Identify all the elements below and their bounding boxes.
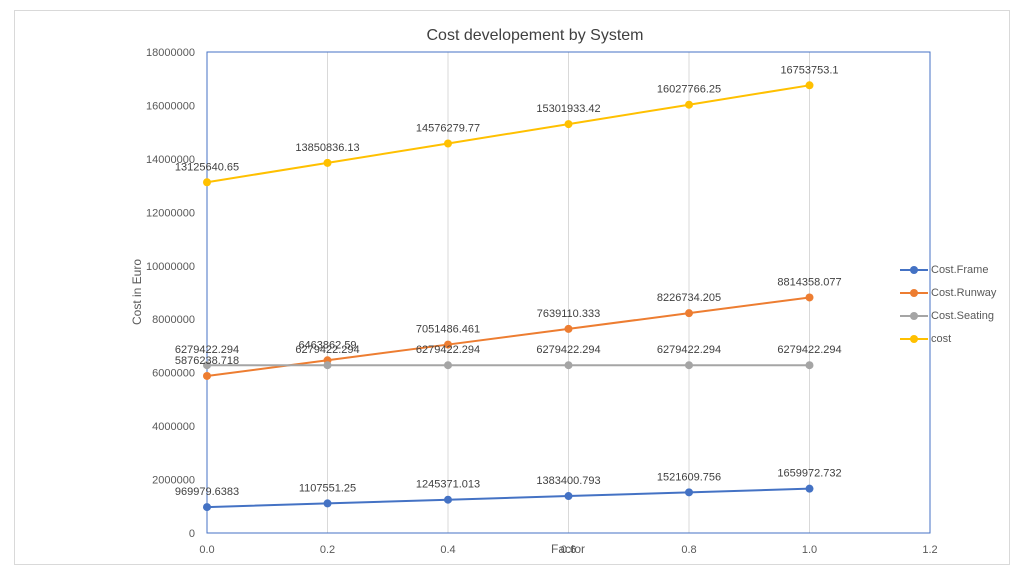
data-label: 7051486.461 xyxy=(416,324,480,336)
data-point xyxy=(203,178,211,187)
x-tick-label: 0.6 xyxy=(561,544,576,556)
data-label: 16753753.1 xyxy=(780,64,838,76)
chart-frame xyxy=(14,10,1010,565)
data-point xyxy=(203,503,211,512)
legend-label: Cost.Runway xyxy=(931,286,997,299)
x-tick-label: 0.2 xyxy=(320,544,335,556)
y-tick-label: 4000000 xyxy=(152,421,195,433)
legend-item: cost xyxy=(900,327,996,350)
legend-item: Cost.Runway xyxy=(900,281,996,304)
legend-line-marker-icon xyxy=(900,334,928,344)
y-tick-label: 12000000 xyxy=(146,207,195,219)
x-tick-label: 1.2 xyxy=(922,544,937,556)
y-tick-label: 16000000 xyxy=(146,100,195,112)
data-label: 13850836.13 xyxy=(295,142,359,154)
data-point xyxy=(444,340,452,349)
data-label: 1107551.25 xyxy=(299,482,356,494)
y-tick-label: 8000000 xyxy=(152,314,195,326)
data-label: 6279422.294 xyxy=(657,344,721,356)
y-tick-label: 18000000 xyxy=(146,47,195,59)
data-point xyxy=(685,361,693,370)
data-point xyxy=(564,492,573,501)
data-point xyxy=(685,309,693,318)
data-point xyxy=(805,484,814,493)
y-tick-label: 0 xyxy=(189,528,195,540)
data-label: 15301933.42 xyxy=(536,103,600,115)
legend-label: Cost.Seating xyxy=(931,309,994,322)
legend-line-marker-icon xyxy=(900,311,928,321)
data-point xyxy=(564,361,573,370)
data-point xyxy=(203,371,211,380)
data-label: 1521609.756 xyxy=(657,471,721,483)
data-label: 8814358.077 xyxy=(777,276,841,288)
data-point xyxy=(685,100,693,109)
data-label: 6463862.59 xyxy=(298,339,356,351)
y-tick-label: 6000000 xyxy=(152,368,195,380)
data-labels: 969979.6383 1107551.25 1245371.013 1383400.… xyxy=(175,64,842,498)
legend-item: Cost.Seating xyxy=(900,304,996,327)
legend-label: Cost.Frame xyxy=(931,263,989,276)
data-label: 6279422.294 xyxy=(536,344,600,356)
data-point xyxy=(685,488,693,497)
legend-line-marker-icon xyxy=(900,288,928,298)
legend-label: cost xyxy=(931,332,952,345)
data-point xyxy=(805,361,814,370)
series-layer xyxy=(203,81,814,512)
data-label: 969979.6383 xyxy=(175,486,239,498)
data-label: 6279422.294 xyxy=(777,344,841,356)
data-label: 1245371.013 xyxy=(416,479,480,491)
legend-line-marker-icon xyxy=(900,265,928,275)
grid-layer xyxy=(327,52,810,533)
data-label: 6279422.294 xyxy=(175,344,239,356)
series-line-cost-runway xyxy=(206,296,810,377)
data-label: 14576279.77 xyxy=(416,122,480,134)
data-label: 6279422.294 xyxy=(416,344,480,356)
data-point xyxy=(564,324,573,333)
legend: Cost.Frame Cost.Runway Cost.Seating cost xyxy=(900,258,996,350)
data-point xyxy=(323,361,332,370)
data-point xyxy=(805,81,814,90)
data-point xyxy=(444,361,452,370)
x-axis-ticks: 0.0 0.2 0.4 0.6 0.8 1.0 1.2 xyxy=(199,544,937,556)
x-axis-label: Factor xyxy=(551,542,585,556)
data-label: 1383400.793 xyxy=(536,475,600,487)
series-line-cost-frame xyxy=(206,487,810,509)
data-point xyxy=(323,158,332,167)
data-label: 1659972.732 xyxy=(777,468,841,480)
data-point xyxy=(444,139,452,148)
y-tick-label: 2000000 xyxy=(152,475,195,487)
plot-area-border xyxy=(206,51,931,534)
data-point xyxy=(805,293,814,302)
data-label: 13125640.65 xyxy=(175,161,239,173)
data-label: 16027766.25 xyxy=(657,84,721,96)
data-point xyxy=(564,120,573,129)
x-tick-label: 1.0 xyxy=(802,544,817,556)
x-tick-label: 0.4 xyxy=(440,544,455,556)
data-label: 7639110.333 xyxy=(537,308,600,320)
data-label: 6279422.294 xyxy=(295,344,359,356)
x-tick-label: 0.0 xyxy=(199,544,214,556)
data-point xyxy=(323,499,332,508)
x-tick-label: 0.8 xyxy=(681,544,696,556)
series-line-cost xyxy=(206,84,810,184)
chart-title: Cost developement by System xyxy=(427,27,644,44)
data-label: 5876238.718 xyxy=(175,355,239,367)
data-point xyxy=(444,495,452,504)
legend-item: Cost.Frame xyxy=(900,258,996,281)
data-point xyxy=(203,361,211,370)
data-label: 8226734.205 xyxy=(657,292,721,304)
y-axis-label: Cost in Euro xyxy=(130,259,144,325)
y-axis-ticks: 0 2000000 4000000 6000000 8000000 10000000 120… xyxy=(146,47,195,540)
y-tick-label: 10000000 xyxy=(146,261,195,273)
y-tick-label: 14000000 xyxy=(146,154,195,166)
